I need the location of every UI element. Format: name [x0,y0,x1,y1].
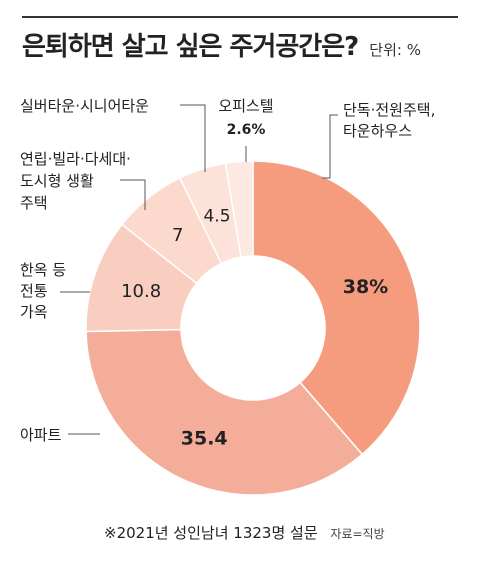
slice-officetel [224,160,254,258]
unit-label: 단위: % [369,41,421,59]
category-label-hanok: 가옥 [20,303,48,321]
header: 은퇴하면 살고 싶은 주거공간은? 단위: % [22,26,421,63]
category-label-hanok: 한옥 등 [20,261,66,279]
footnote: ※2021년 성인남녀 1323명 설문 자료=직방 [104,522,385,543]
category-label-single_house: 타운하우스 [343,122,412,140]
category-label-apartment: 아파트 [20,426,62,444]
leader-lines [60,104,338,435]
slice-apartment [85,328,364,496]
slices-group [85,160,421,496]
survey-note: ※2021년 성인남녀 1323명 설문 [104,524,318,542]
value-labels: 38% 35.4 10.8 7 4.5 2.6% [121,122,388,449]
title-rule [22,16,458,18]
value-label-villa: 7 [172,225,183,246]
leader-silver [180,104,206,172]
value-label-officetel: 2.6% [227,122,266,138]
value-label-silver: 4.5 [203,207,230,227]
value-label-single_house: 38% [343,276,388,298]
source-label: 자료=직방 [330,527,385,541]
value-label-apartment: 35.4 [181,427,228,449]
category-label-silver: 실버타운·시니어타운 [20,97,149,115]
category-label-hanok: 전통 [20,282,48,300]
category-label-officetel: 오피스텔 [218,97,273,115]
slice-single_house [252,160,421,456]
category-label-villa: 도시형 생활 [20,172,94,190]
category-label-villa: 주택 [20,194,48,212]
leader-villa [120,179,146,210]
value-label-hanok: 10.8 [121,281,161,302]
chart-title: 은퇴하면 살고 싶은 주거공간은? [22,32,359,62]
category-label-villa: 연립·빌라·다세대· [20,150,131,168]
leader-single_house [322,114,338,179]
category-label-single_house: 단독·전원주택, [343,101,435,119]
